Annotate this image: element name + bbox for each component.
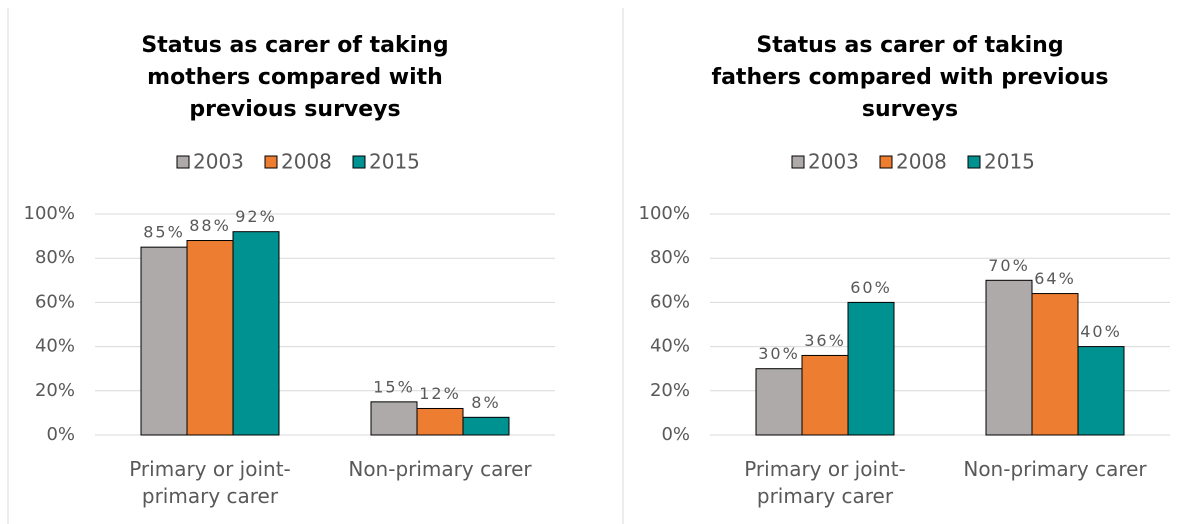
data-label: 36% [804,331,846,350]
bar [186,240,234,436]
y-tick-label: 0% [46,424,75,445]
bar [801,354,849,436]
x-tick-label: Primary or joint-primary carer [744,457,906,508]
legend-swatch [352,155,366,169]
legend-swatch [879,155,893,169]
data-label: 40% [1080,322,1122,341]
y-tick-label: 40% [35,336,75,357]
data-label: 15% [373,377,415,396]
data-label: 60% [850,278,892,297]
legend-swatch [176,155,190,169]
x-tick-label: Primary or joint-primary carer [129,457,291,508]
data-label: 64% [1034,269,1076,288]
y-tick-label: 40% [650,336,690,357]
data-label: 12% [419,384,461,403]
bar [847,301,895,436]
legend-label: 2015 [984,150,1035,174]
bar [755,368,803,436]
y-tick-label: 20% [650,380,690,401]
data-label: 30% [758,344,800,363]
y-tick-label: 60% [650,291,690,312]
y-tick-label: 100% [639,203,690,224]
legend-label: 2003 [193,150,244,174]
legend-label: 2008 [896,150,947,174]
chart-title: Status as carer of taking mothers compar… [141,33,449,122]
x-tick-label: Non-primary carer [963,457,1147,481]
bar [370,401,418,436]
bar [1031,293,1079,436]
legend-label: 2003 [808,150,859,174]
y-tick-label: 60% [35,291,75,312]
chart-title: Status as carer of taking fathers compar… [711,33,1109,122]
bar [232,231,280,436]
data-label: 70% [988,256,1030,275]
y-tick-label: 80% [35,247,75,268]
legend-label: 2015 [369,150,420,174]
bar [462,416,510,436]
y-tick-label: 0% [661,424,690,445]
bar [985,279,1033,436]
bar [140,246,188,436]
y-tick-label: 20% [35,380,75,401]
legend-swatch [967,155,981,169]
legend-label: 2008 [281,150,332,174]
data-label: 92% [235,207,277,226]
data-label: 8% [471,393,500,412]
y-tick-label: 80% [650,247,690,268]
data-label: 88% [189,216,231,235]
legend-swatch [264,155,278,169]
legend-swatch [791,155,805,169]
x-tick-label: Non-primary carer [348,457,532,481]
data-label: 85% [143,223,185,242]
y-tick-label: 100% [24,203,75,224]
bar [416,407,464,436]
bar [1077,346,1125,436]
